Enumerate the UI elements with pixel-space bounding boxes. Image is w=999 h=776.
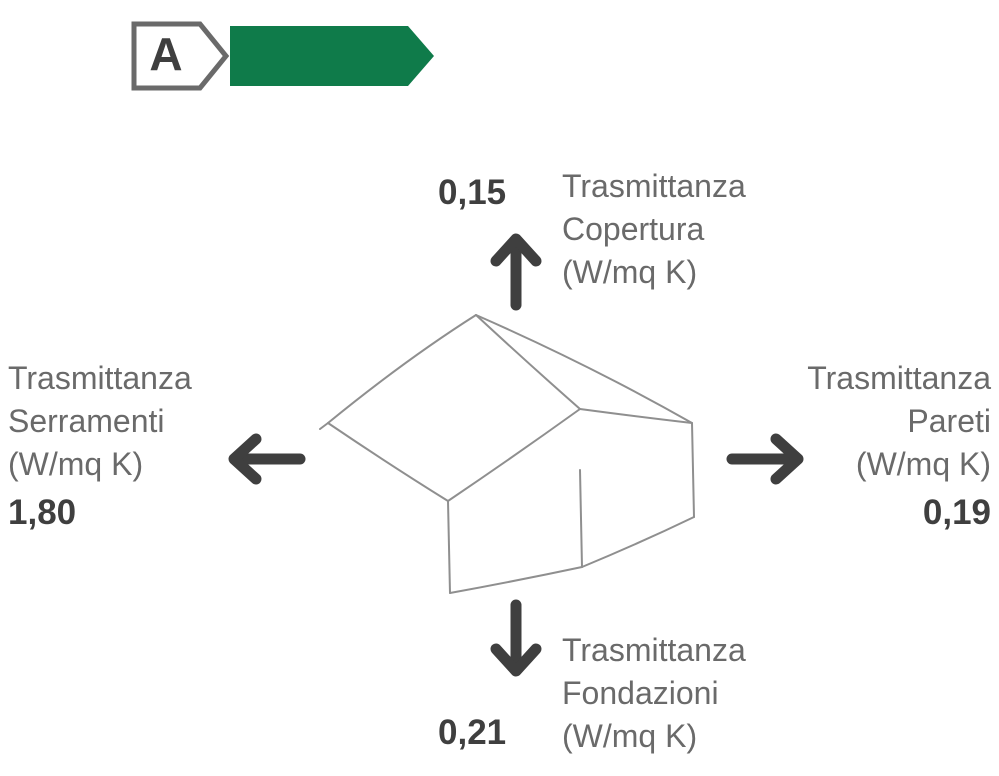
left-label: Trasmittanza Serramenti (W/mq K) — [8, 357, 192, 487]
arrow-up-icon — [486, 227, 546, 317]
left-label-line3: (W/mq K) — [8, 446, 143, 482]
bottom-label-line1: Trasmittanza — [562, 632, 746, 668]
energy-badge-svg: A — [130, 20, 440, 92]
arrow-down-icon — [486, 593, 546, 683]
bottom-value: 0,21 — [438, 713, 506, 753]
top-value: 0,15 — [438, 173, 506, 213]
house-sketch — [280, 305, 740, 605]
right-label: Trasmittanza Pareti (W/mq K) — [807, 357, 991, 487]
bottom-label-line2: Fondazioni — [562, 675, 719, 711]
energy-letter: A — [149, 28, 182, 80]
energy-class-badge: A — [130, 20, 440, 97]
right-value: 0,19 — [923, 493, 991, 533]
left-label-line1: Trasmittanza — [8, 360, 192, 396]
right-label-line1: Trasmittanza — [807, 360, 991, 396]
energy-bar — [230, 26, 434, 86]
bottom-label-line3: (W/mq K) — [562, 718, 697, 754]
left-value: 1,80 — [8, 493, 76, 533]
right-label-line2: Pareti — [907, 403, 991, 439]
arrow-left-icon — [222, 429, 312, 489]
top-label-line2: Copertura — [562, 211, 704, 247]
top-label: Trasmittanza Copertura (W/mq K) — [562, 165, 746, 295]
arrow-right-icon — [720, 429, 810, 489]
top-label-line1: Trasmittanza — [562, 168, 746, 204]
transmittance-diagram: 0,15 Trasmittanza Copertura (W/mq K) Tra… — [0, 145, 999, 765]
left-label-line2: Serramenti — [8, 403, 165, 439]
right-label-line3: (W/mq K) — [856, 446, 991, 482]
top-label-line3: (W/mq K) — [562, 254, 697, 290]
bottom-label: Trasmittanza Fondazioni (W/mq K) — [562, 629, 746, 759]
